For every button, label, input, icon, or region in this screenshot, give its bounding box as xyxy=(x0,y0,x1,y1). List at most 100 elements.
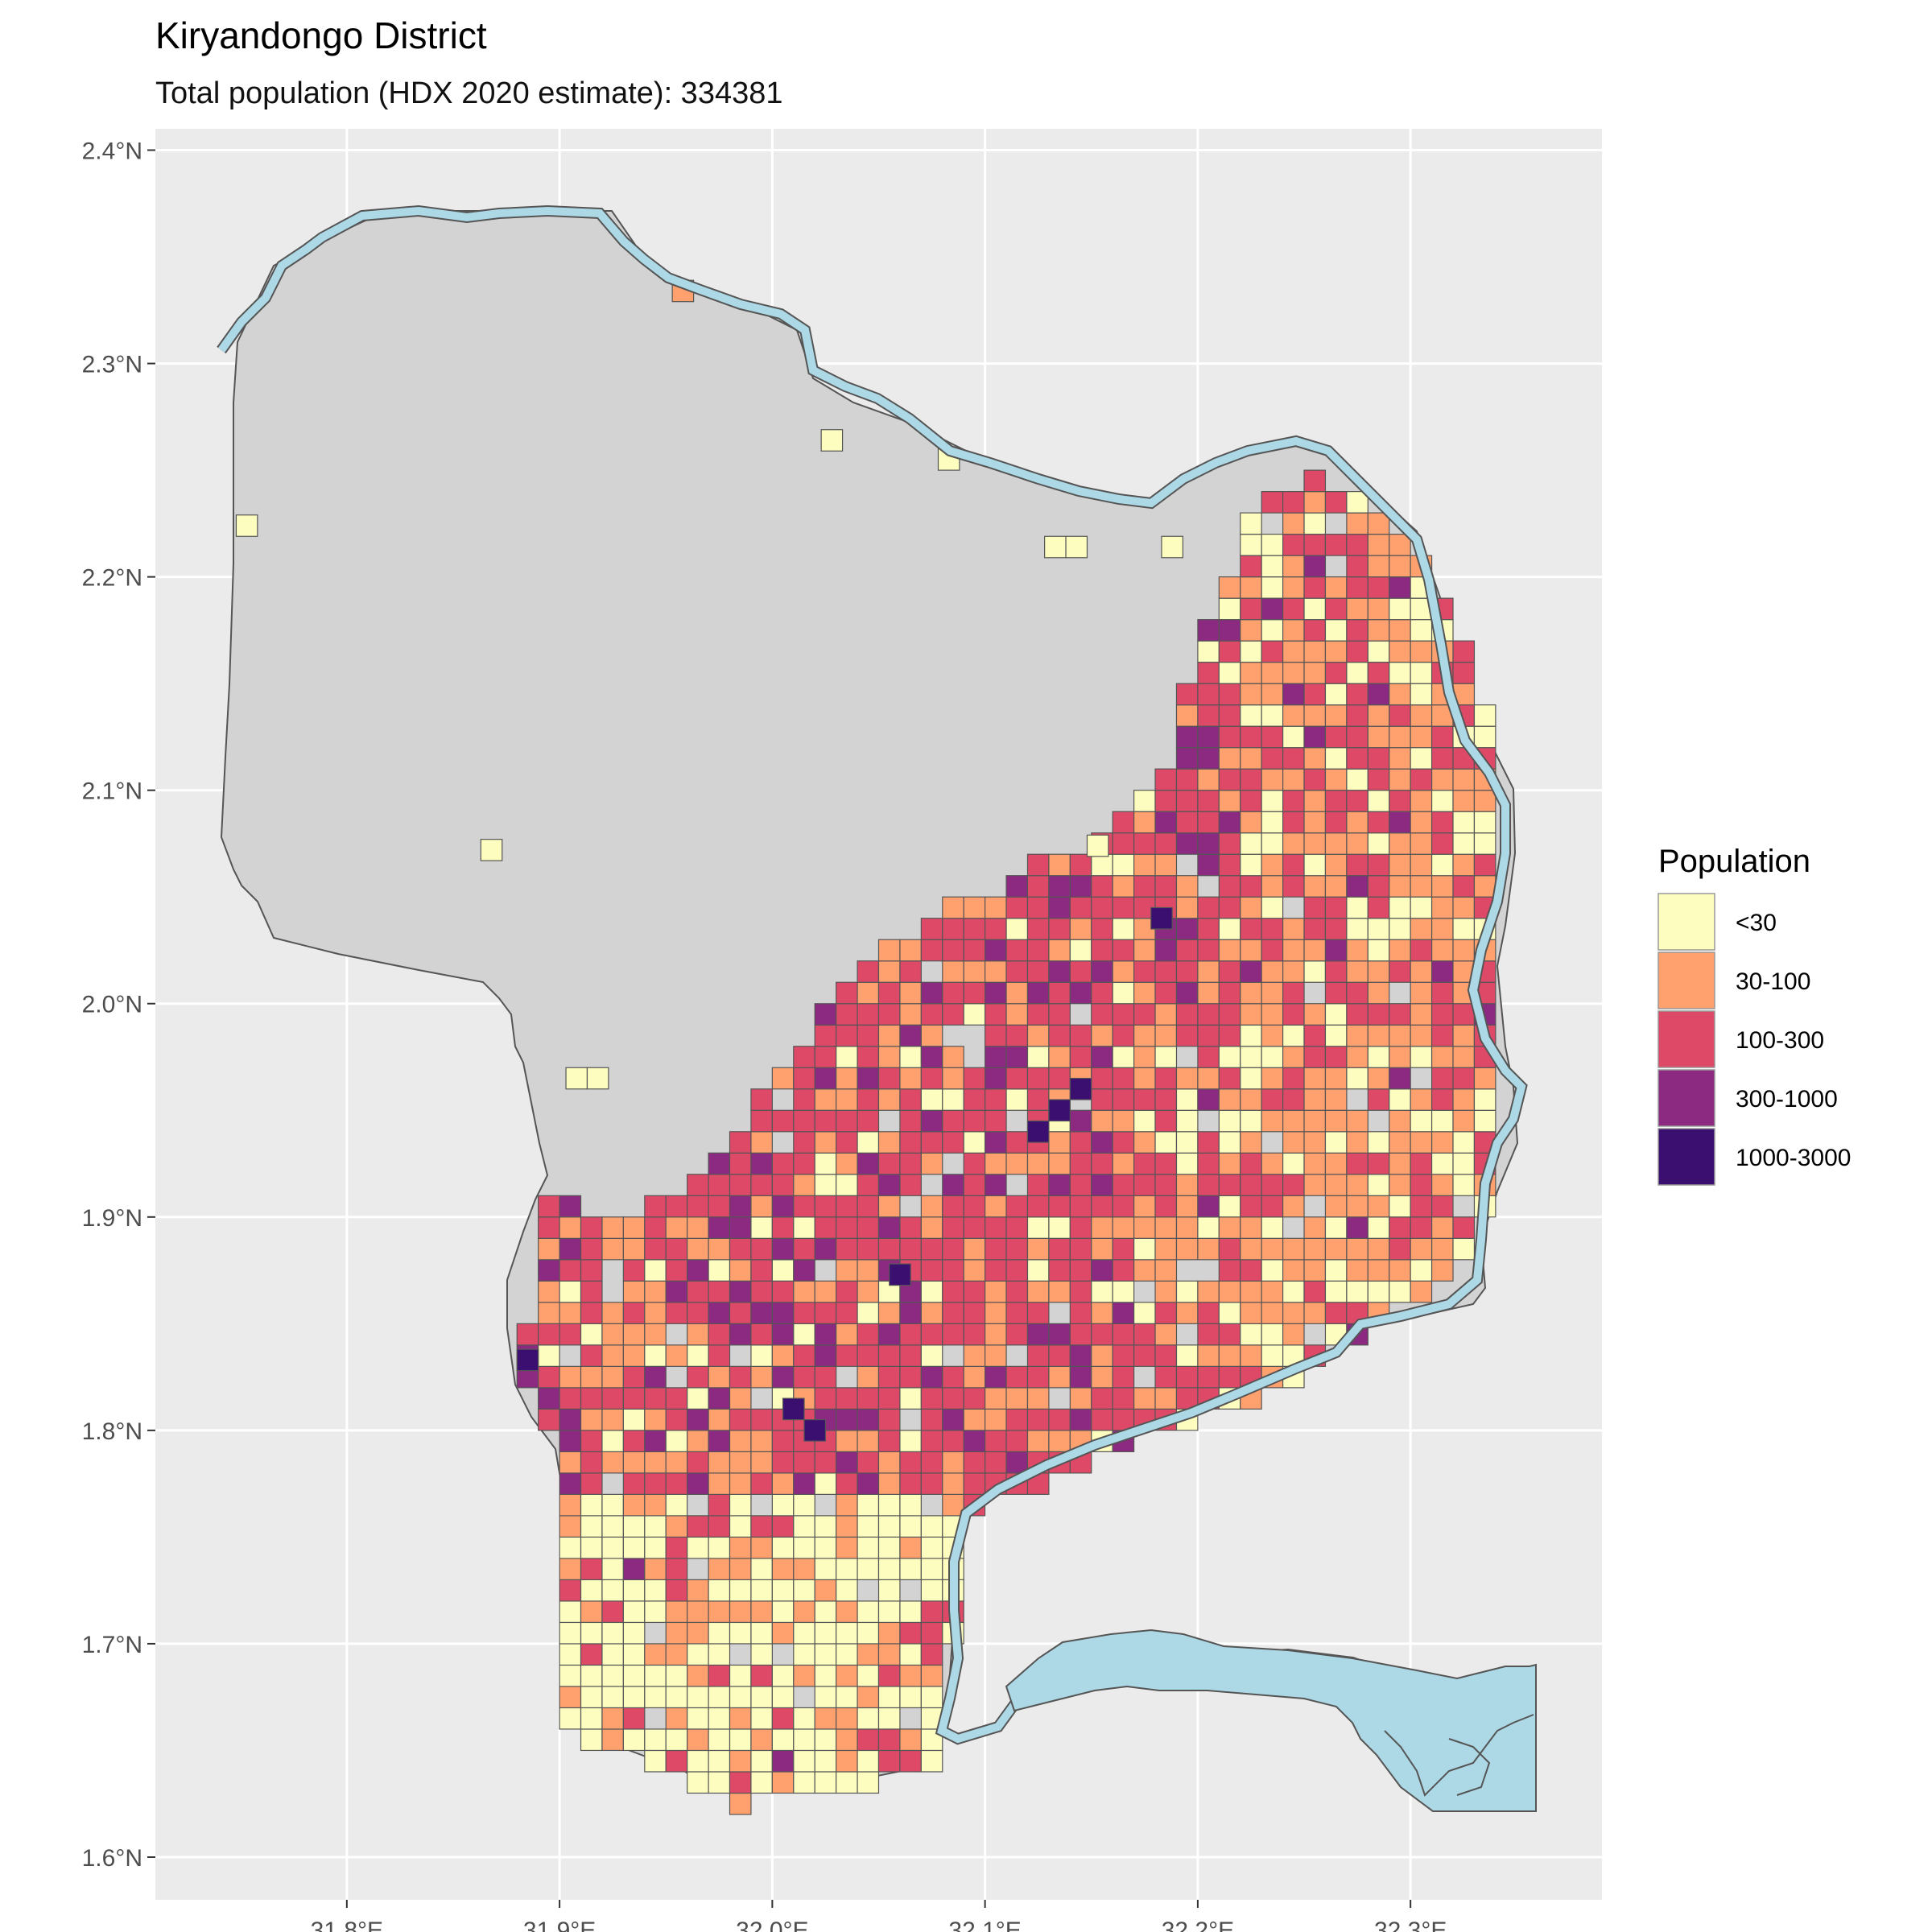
population-cell xyxy=(622,1558,646,1581)
population-cell xyxy=(771,1686,795,1709)
population-cell xyxy=(1282,960,1305,983)
population-cell xyxy=(1324,875,1348,898)
population-cell xyxy=(1389,640,1411,663)
population-cell xyxy=(1197,1344,1220,1367)
population-cell xyxy=(942,1088,964,1111)
population-cell xyxy=(920,1024,943,1047)
population-cell xyxy=(729,1707,752,1730)
population-cell xyxy=(836,1387,858,1410)
population-cell xyxy=(985,1323,1007,1346)
population-cell xyxy=(899,1344,922,1367)
population-cell xyxy=(729,1515,752,1538)
population-cell xyxy=(857,1558,880,1581)
population-cell xyxy=(1005,1088,1029,1111)
population-cell xyxy=(1346,1237,1368,1261)
population-cell xyxy=(1112,1174,1135,1196)
population-cell xyxy=(1410,683,1433,706)
population-cell xyxy=(1410,832,1433,855)
population-cell xyxy=(1324,1174,1348,1196)
population-cell xyxy=(1261,1195,1284,1218)
population-cell xyxy=(1240,747,1262,770)
population-cell xyxy=(985,1174,1007,1196)
population-cell xyxy=(1410,704,1433,727)
population-cell xyxy=(899,960,922,983)
population-cell xyxy=(538,1323,560,1346)
population-cell xyxy=(1133,1344,1156,1367)
population-cell xyxy=(1389,576,1411,599)
population-cell xyxy=(1367,1259,1390,1282)
population-cell xyxy=(1303,576,1327,599)
population-cell xyxy=(1026,1387,1050,1410)
population-cell xyxy=(1389,939,1411,962)
population-cell xyxy=(1452,1003,1476,1026)
population-cell xyxy=(1091,1237,1113,1261)
population-cell xyxy=(920,1216,943,1239)
population-cell xyxy=(1410,918,1433,940)
population-cell xyxy=(1430,832,1454,855)
population-cell xyxy=(857,1707,880,1730)
population-cell xyxy=(942,1451,964,1474)
population-cell xyxy=(1324,1280,1348,1303)
population-cell xyxy=(1218,1280,1241,1303)
population-cell xyxy=(1026,896,1050,919)
population-cell xyxy=(708,1344,731,1367)
population-cell xyxy=(1026,1430,1050,1452)
population-cell xyxy=(750,1515,773,1538)
population-cell xyxy=(1346,1259,1368,1282)
population-cell xyxy=(565,1067,588,1090)
population-cell xyxy=(857,1344,880,1367)
population-cell xyxy=(1261,491,1284,514)
population-cell xyxy=(1112,1280,1135,1303)
population-cell xyxy=(1218,704,1241,727)
population-cell xyxy=(920,1067,943,1090)
population-cell xyxy=(1154,1387,1178,1410)
population-cell xyxy=(1389,1131,1411,1154)
population-cell xyxy=(1026,1003,1050,1026)
population-cell xyxy=(1218,1003,1241,1026)
population-cell xyxy=(899,1472,922,1495)
population-cell xyxy=(1430,896,1454,919)
population-cell xyxy=(1197,1088,1220,1111)
population-cell xyxy=(622,1643,646,1666)
population-cell xyxy=(857,1302,880,1324)
population-cell xyxy=(1048,1280,1071,1303)
population-cell xyxy=(857,1472,880,1495)
population-cell xyxy=(857,1003,880,1026)
population-cell xyxy=(1091,918,1113,940)
population-cell xyxy=(1282,832,1305,855)
population-cell xyxy=(1389,1109,1411,1133)
population-cell xyxy=(1389,662,1411,684)
population-cell xyxy=(1197,1365,1220,1389)
population-cell xyxy=(729,1430,752,1452)
population-cell xyxy=(622,1493,646,1517)
population-cell xyxy=(1430,1003,1454,1026)
population-cell xyxy=(899,1621,922,1645)
population-cell xyxy=(1005,1323,1029,1346)
population-cell xyxy=(1197,960,1220,983)
population-cell xyxy=(1473,704,1496,727)
population-cell xyxy=(559,1579,582,1602)
population-cell xyxy=(1240,1046,1262,1068)
population-cell xyxy=(1197,790,1220,812)
population-cell xyxy=(1133,981,1156,1005)
population-cell xyxy=(559,1707,582,1730)
population-cell xyxy=(1048,1024,1071,1047)
population-cell xyxy=(1389,1067,1411,1090)
x-tick-label: 32.1°E xyxy=(948,1918,1021,1932)
population-cell xyxy=(622,1536,646,1559)
population-cell xyxy=(1240,1088,1262,1111)
population-cell xyxy=(793,1323,815,1346)
population-cell xyxy=(985,1067,1007,1090)
population-cell xyxy=(708,1195,731,1218)
population-cell xyxy=(1410,1024,1433,1047)
population-cell xyxy=(1240,1237,1262,1261)
population-cell xyxy=(814,1024,837,1047)
population-cell xyxy=(687,1387,709,1410)
population-cell xyxy=(985,1046,1007,1068)
population-cell xyxy=(793,1643,815,1666)
population-cell xyxy=(687,1408,709,1431)
population-cell xyxy=(1133,1259,1156,1282)
population-cell xyxy=(1091,1365,1113,1389)
population-cell xyxy=(1410,1259,1433,1282)
population-cell xyxy=(1410,1195,1433,1218)
